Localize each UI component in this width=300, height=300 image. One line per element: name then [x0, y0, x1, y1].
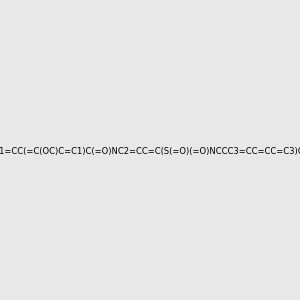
Text: ClC1=CC(=C(OC)C=C1)C(=O)NC2=CC=C(S(=O)(=O)NCCC3=CC=CC=C3)C=C2: ClC1=CC(=C(OC)C=C1)C(=O)NC2=CC=C(S(=O)(=…: [0, 147, 300, 156]
